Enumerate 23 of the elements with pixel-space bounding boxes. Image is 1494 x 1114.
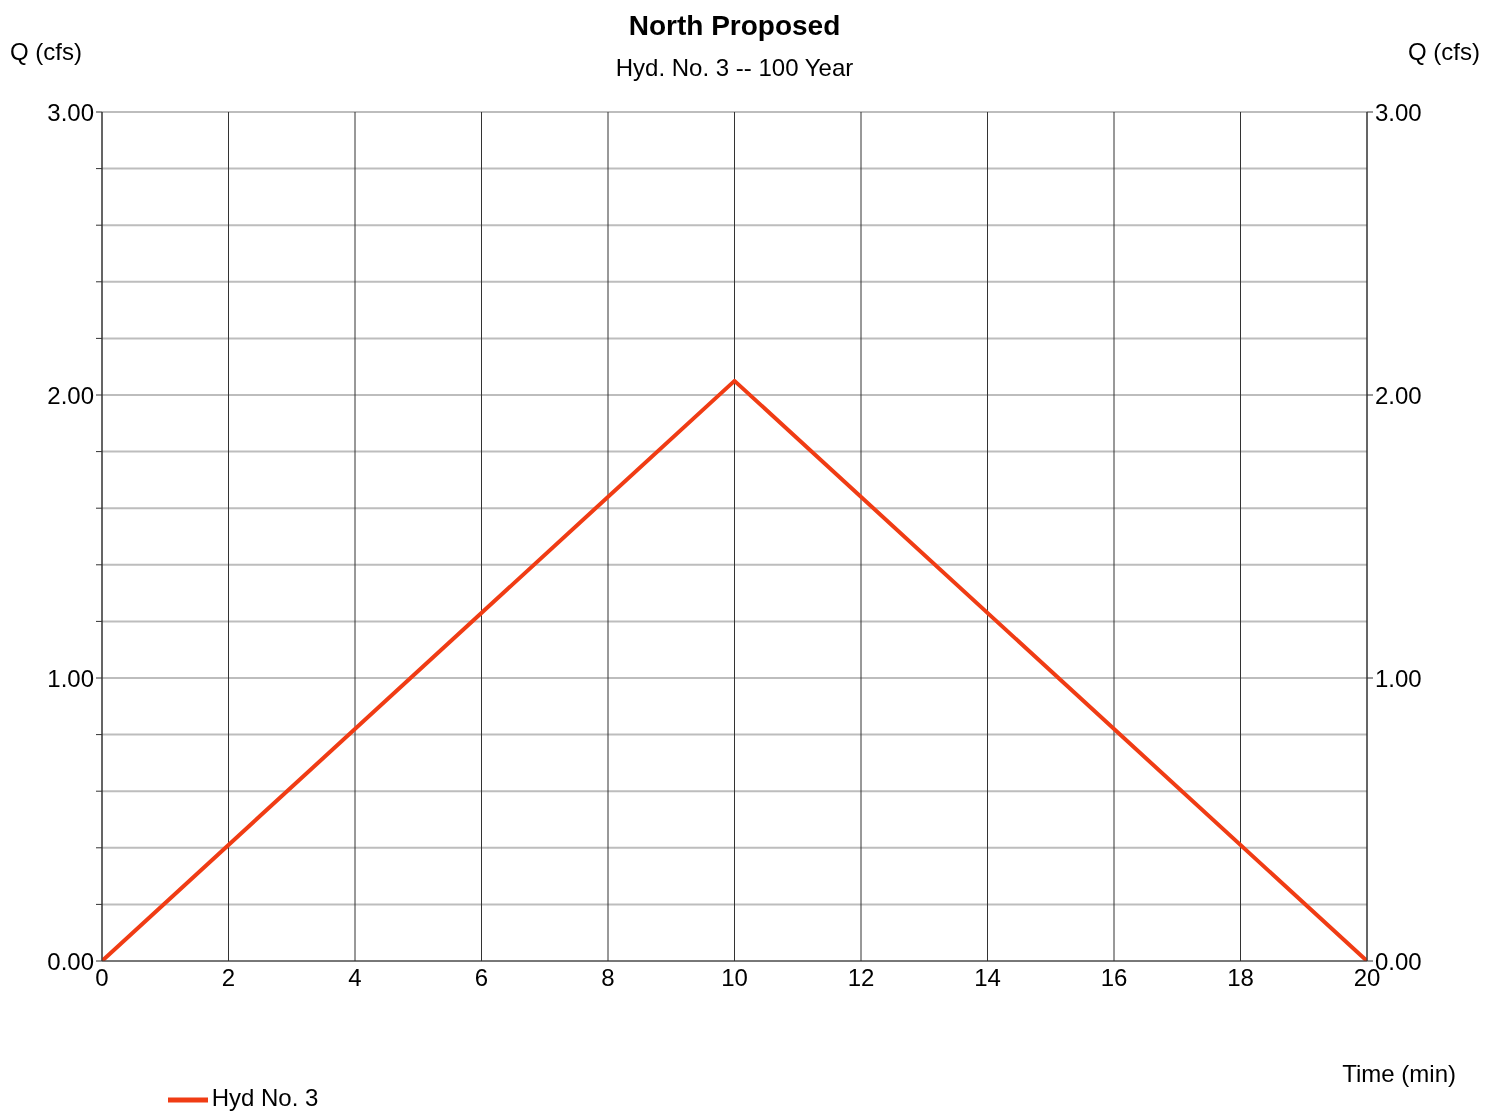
x-tick-label: 18 bbox=[1227, 964, 1254, 992]
x-tick-label: 16 bbox=[1100, 964, 1128, 992]
chart-subtitle: Hyd. No. 3 -- 100 Year bbox=[614, 54, 855, 82]
y2-axis-title: Q (cfs) bbox=[1408, 38, 1480, 66]
y2-tick-label: 1.00 bbox=[1375, 664, 1422, 692]
y-tick-label: 1.00 bbox=[47, 664, 94, 692]
x-tick-label: 0 bbox=[95, 964, 109, 992]
chart-title: North Proposed bbox=[627, 10, 842, 42]
y-tick-label: 0.00 bbox=[47, 947, 94, 975]
x-tick-label: 10 bbox=[721, 964, 748, 992]
y-tick-label: 3.00 bbox=[47, 98, 94, 126]
y-tick-label: 2.00 bbox=[47, 381, 94, 409]
x-tick-label: 6 bbox=[474, 964, 489, 992]
x-tick-label: 12 bbox=[847, 964, 875, 992]
y-axis-title: Q (cfs) bbox=[10, 38, 82, 66]
y2-tick-label: 2.00 bbox=[1375, 381, 1422, 409]
y2-tick-label: 3.00 bbox=[1375, 98, 1422, 126]
x-tick-label: 2 bbox=[221, 964, 236, 992]
legend-label: Hyd No. 3 bbox=[211, 1084, 319, 1112]
x-tick-label: 14 bbox=[974, 964, 1001, 992]
x-tick-label: 8 bbox=[601, 964, 615, 992]
x-axis-title: Time (min) bbox=[1342, 1060, 1456, 1088]
x-tick-label: 4 bbox=[348, 964, 362, 992]
